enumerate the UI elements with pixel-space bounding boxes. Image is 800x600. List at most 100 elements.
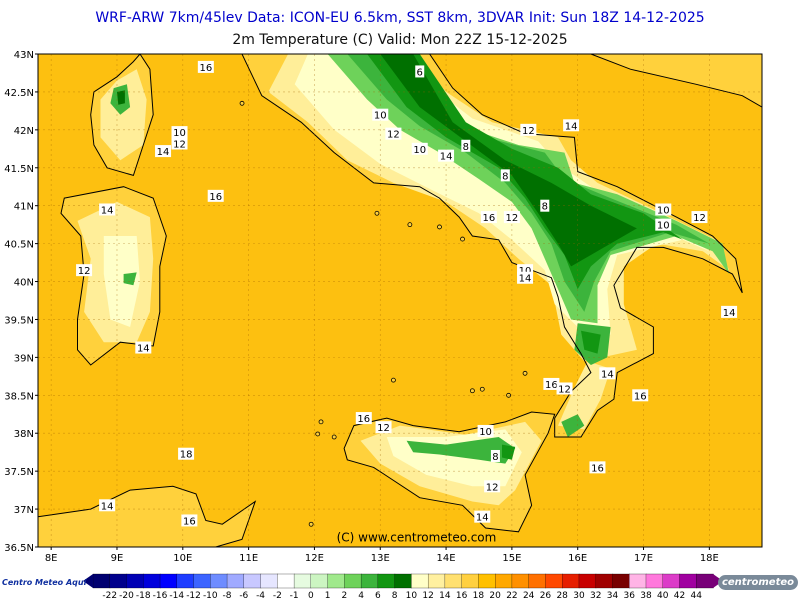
centro-meteo-logo: Centro Meteo Aqui — [2, 570, 92, 594]
colorbar-swatch — [562, 573, 580, 589]
contour-label: 14 — [474, 510, 491, 524]
colorbar-label: -2 — [273, 591, 282, 600]
colorbar-swatch — [495, 573, 513, 589]
contour-label-text: 10 — [657, 221, 670, 232]
contour-label-bg — [490, 449, 500, 462]
lon-tick-label: 11E — [239, 553, 258, 564]
island-10 — [315, 431, 321, 437]
contour-label-text: 8 — [463, 142, 469, 153]
colorbar-swatch — [511, 573, 530, 589]
zone-green-aspromonte — [561, 414, 585, 437]
colorbar-label: 8 — [392, 591, 398, 600]
contour-label: 16 — [480, 211, 497, 224]
contour-label: 10 — [372, 108, 389, 122]
colorbar: -22 -20 -18 -16 -14 -12 -10 -8 -6 -4 -2 -1 0 1 2 4 6 8 10 1… — [83, 573, 723, 600]
colorbar-label: 40 — [657, 591, 669, 600]
contour-label-bg — [171, 137, 188, 150]
contour-label-text: 10 — [519, 266, 532, 277]
contour-label: 12 — [375, 421, 392, 434]
tunisia-coast — [38, 486, 256, 547]
lat-tick-label: 40.5N — [4, 240, 34, 251]
contour-label-bg — [540, 199, 550, 212]
contour-label-bg — [655, 203, 672, 216]
contour-label-text: 6 — [417, 67, 423, 78]
colorbar-label: 22 — [506, 591, 517, 600]
zone-green-sardinia — [123, 272, 137, 286]
colorbar-label: 2 — [341, 591, 347, 600]
contour-label-text: 12 — [486, 482, 499, 493]
sicily-coastline — [343, 411, 556, 533]
contour-label-bg — [178, 447, 195, 460]
contour-label-bg — [99, 203, 116, 216]
lat-tick-label: 39N — [14, 353, 34, 364]
colorbar-label: 36 — [623, 591, 635, 600]
contour-label-bg — [599, 367, 616, 380]
logo-right-text: centrometeo — [717, 574, 798, 590]
lat-tick-label: 39.5N — [4, 315, 34, 326]
contour-label-text: 18 — [180, 450, 193, 461]
colorbar-swatch — [629, 573, 647, 589]
contour-label-bg — [76, 264, 93, 277]
contour-label-text: 12 — [522, 126, 535, 137]
colorbar-swatch — [478, 573, 496, 589]
contour-label-bg — [520, 123, 537, 136]
colorbar-swatch — [260, 573, 278, 589]
colorbar-swatch — [662, 573, 681, 589]
balkan-coast-coastline — [590, 54, 762, 108]
contour-label: 14 — [155, 145, 172, 158]
colorbar-swatch — [210, 573, 228, 589]
contour-label-text: 14 — [440, 152, 453, 163]
contour-label-text: 10 — [657, 205, 670, 216]
colorbar-label: 4 — [358, 591, 364, 600]
contour-label: 14 — [135, 341, 152, 355]
island-8 — [522, 370, 528, 376]
balkan-coast — [590, 54, 762, 108]
colorbar-label: 38 — [640, 591, 652, 600]
colorbar-swatch — [444, 573, 463, 589]
lat-tick-label: 43N — [14, 50, 34, 61]
corsica-coastline — [90, 54, 154, 177]
colorbar-label: 16 — [456, 591, 468, 600]
map-subtitle: 2m Temperature (C) Valid: Mon 22Z 15-12-… — [232, 32, 568, 48]
lat-tick-label: 38N — [14, 429, 34, 440]
colorbar-label: -18 — [136, 591, 151, 600]
colorbar-swatch — [92, 573, 111, 589]
island-15 — [391, 377, 396, 383]
contour-label-text: 16 — [183, 516, 196, 527]
lat-tick-label: 37.5N — [4, 467, 34, 478]
zone-green-nebrodi — [406, 437, 516, 464]
contour-label-text: 16 — [591, 463, 604, 474]
contour-label-text: 10 — [413, 145, 426, 156]
island-11 — [331, 434, 337, 440]
colorbar-label: 30 — [573, 591, 585, 600]
colorbar-label: 6 — [375, 591, 381, 600]
island-4 — [437, 224, 442, 230]
contour-label-text: 14 — [565, 121, 578, 132]
contour-label-bg — [655, 218, 672, 231]
colorbar-label: 26 — [540, 591, 552, 600]
colorbar-label: 14 — [439, 591, 451, 600]
colorbar-label: 12 — [422, 591, 433, 600]
colorbar-label: 42 — [674, 591, 685, 600]
contour-label: 6 — [415, 65, 425, 78]
contour-label-text: 12 — [558, 384, 571, 395]
colorbar-swatch — [176, 573, 195, 589]
contour-label-bg — [517, 271, 534, 284]
colorbar-label: -4 — [256, 591, 265, 600]
colorbar-label: -20 — [119, 591, 134, 600]
lon-tick-label: 10E — [173, 553, 192, 564]
lon-tick-label: 16E — [568, 553, 587, 564]
contour-label-text: 16 — [545, 380, 558, 391]
lon-tick-label: 8E — [45, 553, 58, 564]
contour-label: 10 — [171, 126, 188, 139]
contour-label-bg — [155, 145, 172, 158]
contour-label: 16 — [543, 377, 560, 391]
colorbar-swatch — [159, 573, 178, 589]
contour-label-text: 8 — [492, 452, 498, 463]
contour-label: 12 — [171, 137, 188, 150]
colorbar-label: -16 — [153, 591, 168, 600]
lat-tick-label: 36.5N — [4, 543, 34, 554]
contour-label-bg — [503, 211, 520, 224]
contour-label: 14 — [517, 271, 534, 285]
